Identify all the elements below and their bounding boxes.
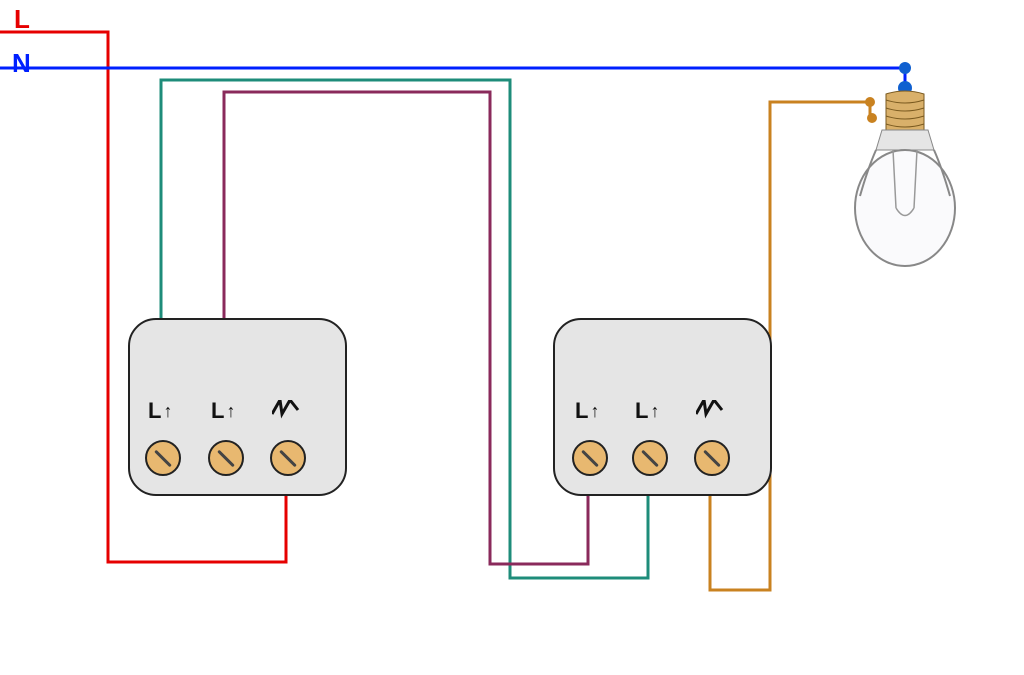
neutral-node (899, 62, 911, 74)
label-N: N (12, 48, 31, 79)
dimmer-2-terminal-dim (694, 440, 730, 476)
dimmer-2-terminal-L2 (632, 440, 668, 476)
dimmer-1-terminal-L2-label: L (211, 398, 235, 424)
dimmer-2-terminal-L2-label: L (635, 398, 659, 424)
dimmer-1-terminal-L2 (208, 440, 244, 476)
dimmer-1-terminal-L1-label: L (148, 398, 172, 424)
dimmer-2-terminal-L1 (572, 440, 608, 476)
dimmer-2-terminal-L1-label: L (575, 398, 599, 424)
lightbulb-icon (848, 78, 968, 288)
label-L: L (14, 4, 30, 35)
dimmer-1-dim-symbol (272, 400, 304, 420)
dimmer-2-dim-symbol (696, 400, 728, 420)
dimmer-1-terminal-dim (270, 440, 306, 476)
wiring-diagram: L N L L L L (0, 0, 1024, 675)
dimmer-1-terminal-L1 (145, 440, 181, 476)
